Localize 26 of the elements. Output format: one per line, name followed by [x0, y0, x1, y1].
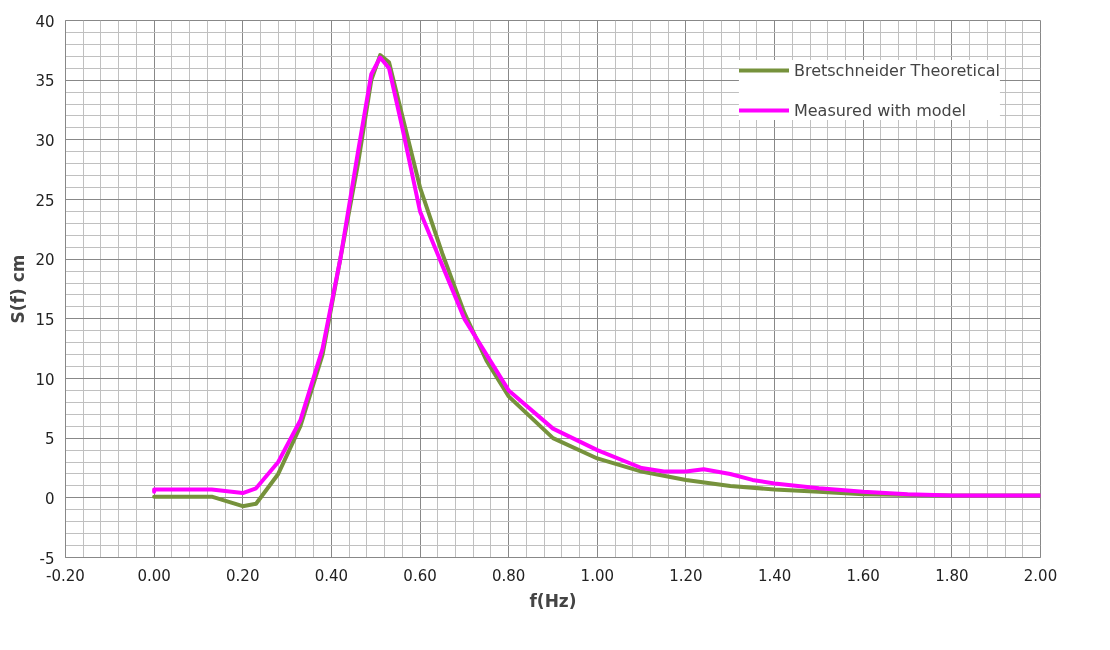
legend-label: Measured with model: [793, 100, 967, 120]
y-tick-label: 15: [35, 310, 55, 329]
y-tick-label: 25: [35, 191, 55, 210]
x-tick-label: 0.20: [226, 566, 260, 585]
y-tick-label: 10: [35, 370, 55, 389]
x-tick-label: 1.00: [580, 566, 615, 585]
legend-label: Bretschneider Theoretical: [793, 60, 1000, 80]
x-tick-label: 1.60: [846, 566, 880, 585]
y-tick-label: 5: [44, 430, 55, 449]
x-tick-label: 1.40: [757, 566, 792, 585]
x-tick-label: 0.60: [403, 566, 437, 585]
y-tick-label: 20: [35, 251, 55, 270]
y-tick-label: 0: [44, 489, 55, 508]
y-tick-label: 40: [35, 12, 55, 31]
x-tick-label: 0.40: [314, 566, 349, 585]
y-tick-label: 30: [35, 131, 55, 150]
x-tick-label: 0.00: [137, 566, 171, 585]
x-tick-label: 2.00: [1023, 566, 1058, 585]
y-tick-label: 35: [35, 72, 55, 91]
y-axis-title: S(f) cm: [7, 254, 28, 324]
x-tick-label: 1.80: [935, 566, 969, 585]
x-axis-title: f(Hz): [529, 590, 577, 611]
y-tick-label: -5: [39, 549, 55, 568]
x-tick-label: 1.20: [669, 566, 703, 585]
x-tick-label: 0.80: [491, 566, 526, 585]
x-tick-label: -0.20: [46, 566, 85, 585]
